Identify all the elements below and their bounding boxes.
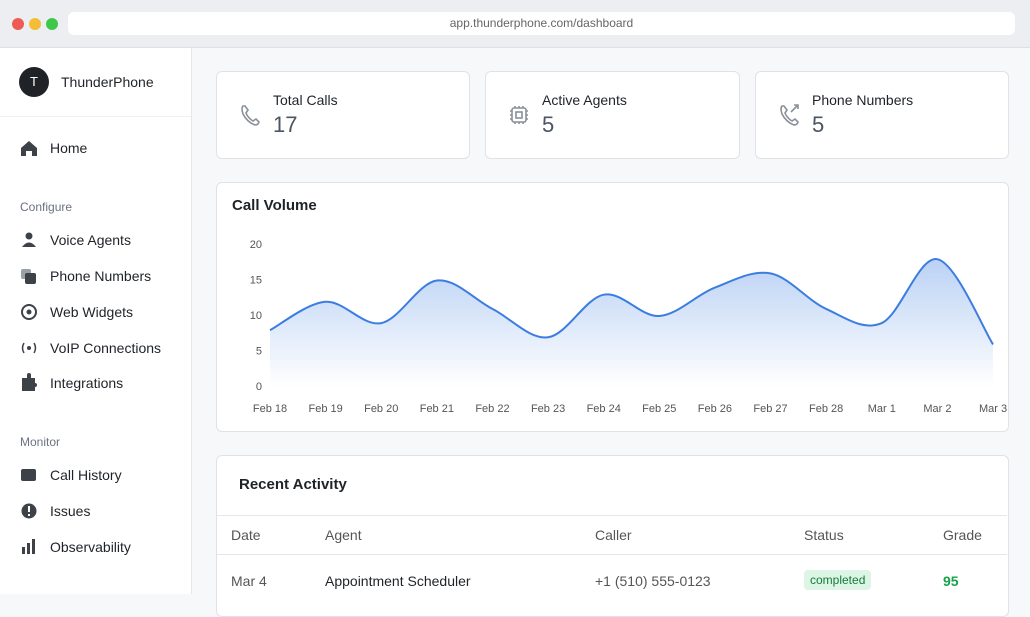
stat-label: Total Calls: [273, 92, 338, 108]
x-tick-label: Feb 20: [364, 403, 398, 415]
table-divider: [217, 515, 1007, 516]
y-tick-label: 5: [256, 345, 262, 357]
stat-card: [755, 71, 1009, 159]
chip-icon-pins: [510, 106, 528, 124]
web-widgets-icon-dot: [26, 309, 32, 315]
voice-agents-icon-body: [22, 242, 36, 247]
x-tick-label: Feb 23: [531, 403, 565, 415]
observability-icon-bar: [32, 539, 35, 554]
nav-item[interactable]: Home: [50, 140, 88, 156]
y-tick-label: 15: [250, 274, 262, 286]
column-header[interactable]: Status: [804, 527, 844, 543]
stat-label: Phone Numbers: [812, 92, 914, 108]
nav-item[interactable]: VoIP Connections: [50, 340, 162, 356]
nav-item[interactable]: Issues: [50, 503, 91, 519]
call-history-icon: [21, 469, 36, 481]
home-icon: [21, 141, 37, 156]
brand-name: ThunderPhone: [61, 74, 154, 90]
nav-item[interactable]: Voice Agents: [50, 232, 131, 248]
table-divider: [217, 554, 1007, 555]
y-tick-label: 20: [250, 239, 262, 251]
x-tick-label: Feb 27: [753, 403, 787, 415]
cell-grade: 95: [943, 573, 959, 589]
nav-item[interactable]: Integrations: [50, 375, 124, 391]
cell-date: Mar 4: [231, 573, 267, 589]
stat-label: Active Agents: [542, 92, 627, 108]
y-tick-label: 10: [250, 310, 262, 322]
voip-icon-waves: [21, 342, 37, 354]
nav-item[interactable]: Web Widgets: [50, 304, 133, 320]
x-tick-label: Feb 25: [642, 403, 676, 415]
brand-avatar: T: [19, 67, 49, 97]
divider: [0, 116, 191, 117]
phone-numbers-icon-front: [25, 273, 36, 284]
x-tick-label: Mar 3: [979, 403, 1007, 415]
minimize-button[interactable]: [29, 18, 41, 30]
chip-icon: [511, 107, 527, 123]
area-fill: [270, 259, 993, 387]
observability-icon-bar: [27, 543, 30, 554]
x-tick-label: Feb 28: [809, 403, 843, 415]
activity-card: [216, 455, 1009, 617]
sidebar-icons: [21, 141, 37, 554]
stat-value: 5: [542, 112, 555, 137]
nav-section-title: Configure: [20, 200, 73, 214]
status-badge: completed: [804, 570, 872, 590]
integrations-icon: [22, 373, 37, 391]
chart-card: Call Volume 0 5 10 15 20 Feb 18 Feb 19 Feb 20 Fe…: [216, 182, 1009, 432]
close-button[interactable]: [12, 18, 24, 30]
cell-caller: +1 (510) 555-0123: [595, 573, 711, 589]
voice-agents-icon: [25, 232, 33, 240]
observability-icon: [22, 547, 25, 554]
stat-card: [216, 71, 470, 159]
x-tick-label: Feb 26: [698, 403, 732, 415]
x-tick-label: Feb 21: [420, 403, 454, 415]
web-widgets-icon: [21, 304, 37, 320]
column-header[interactable]: Date: [231, 527, 261, 543]
nav-item[interactable]: Observability: [50, 539, 131, 555]
x-tick-label: Mar 2: [923, 403, 951, 415]
issues-icon-mark: [28, 506, 30, 512]
y-tick-label: 0: [256, 381, 262, 393]
voip-icon: [27, 346, 31, 350]
nav-item[interactable]: Call History: [50, 467, 122, 483]
nav-section-title: Monitor: [20, 435, 61, 449]
x-tick-label: Feb 18: [253, 403, 287, 415]
line: [269, 258, 994, 345]
address-bar[interactable]: app.thunderphone.com/dashboard: [68, 12, 1015, 35]
maximize-button[interactable]: [46, 18, 58, 30]
nav-item[interactable]: Phone Numbers: [50, 268, 152, 284]
phone-forward-icon: [780, 104, 799, 126]
x-tick-label: Mar 1: [868, 403, 896, 415]
cell-agent: Appointment Scheduler: [325, 573, 471, 589]
column-header[interactable]: Grade: [943, 527, 982, 543]
issues-icon-dot: [28, 514, 30, 516]
activity-title: Recent Activity: [239, 476, 347, 493]
chart-title: Call Volume: [232, 197, 317, 214]
x-tick-label: Feb 22: [475, 403, 509, 415]
x-tick-label: Feb 19: [308, 403, 342, 415]
chart: Call Volume 0 5 10 15 20 Feb 18 Feb 19 Feb 20 Fe…: [232, 197, 1007, 415]
column-header[interactable]: Agent: [325, 527, 362, 543]
phone-icon: [241, 105, 260, 126]
stat-value: 17: [273, 112, 298, 137]
stat-value: 5: [812, 112, 825, 137]
column-header[interactable]: Caller: [595, 527, 632, 543]
chip-icon-core: [515, 111, 523, 119]
sidebar: [0, 48, 192, 594]
stat-icons: [241, 104, 799, 126]
x-tick-label: Feb 24: [587, 403, 621, 415]
